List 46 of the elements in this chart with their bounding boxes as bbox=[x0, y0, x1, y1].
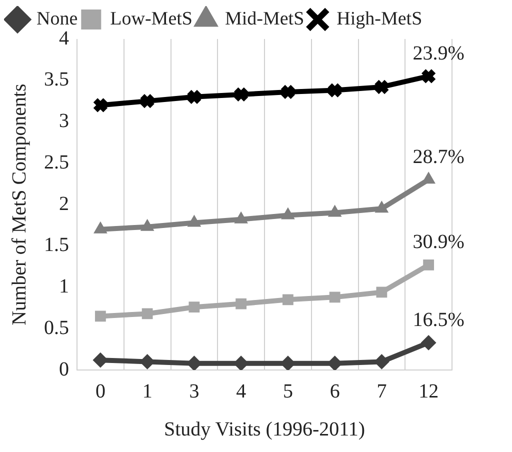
point bbox=[374, 79, 390, 95]
point bbox=[94, 310, 106, 322]
point bbox=[188, 302, 200, 313]
y-tick-label: 2.5 bbox=[44, 151, 69, 174]
x-tick-label: 5 bbox=[282, 380, 293, 402]
x-tick-label: 6 bbox=[330, 380, 340, 402]
y-tick-label: 3.5 bbox=[44, 68, 69, 91]
point bbox=[282, 294, 294, 306]
point bbox=[92, 352, 108, 368]
legend-label: High-MetS bbox=[336, 8, 422, 30]
x-tick-label: 1 bbox=[142, 380, 152, 402]
point bbox=[139, 93, 156, 110]
annotation: 16.5% bbox=[412, 308, 464, 331]
legend-label: Mid-MetS bbox=[224, 8, 304, 30]
annotation: 28.7% bbox=[412, 146, 464, 168]
point bbox=[326, 82, 343, 98]
y-tick-label: 2 bbox=[59, 192, 69, 215]
point bbox=[423, 259, 434, 270]
y-tick-label: 0 bbox=[59, 358, 69, 380]
y-tick-label: 4 bbox=[59, 27, 69, 50]
point bbox=[280, 84, 296, 100]
y-tick-label: 1 bbox=[59, 276, 69, 298]
x-tick-label: 3 bbox=[189, 380, 200, 402]
point bbox=[236, 298, 247, 310]
point bbox=[233, 86, 250, 102]
point bbox=[374, 354, 390, 370]
x-tick-label: 7 bbox=[376, 380, 387, 402]
x-axis-title: Study Visits (1996-2011) bbox=[164, 418, 366, 440]
x-tick-label: 0 bbox=[95, 380, 106, 402]
point bbox=[329, 292, 340, 303]
y-tick-label: 0.5 bbox=[44, 316, 69, 339]
x-tick-label: 12 bbox=[418, 380, 439, 402]
y-axis-title: Number of MetS Components bbox=[8, 83, 30, 326]
legend-label: None bbox=[36, 8, 78, 30]
y-tick-label: 3 bbox=[59, 110, 69, 132]
y-tick-label: 1.5 bbox=[44, 234, 69, 256]
legend-label: Low-MetS bbox=[110, 8, 192, 30]
point bbox=[376, 286, 388, 298]
point bbox=[186, 88, 202, 105]
point bbox=[186, 356, 202, 370]
point bbox=[142, 308, 153, 320]
annotation: 23.9% bbox=[412, 42, 464, 64]
point bbox=[421, 335, 436, 350]
annotation: 30.9% bbox=[412, 231, 464, 254]
x-tick-label: 4 bbox=[236, 380, 246, 402]
point bbox=[327, 356, 342, 370]
